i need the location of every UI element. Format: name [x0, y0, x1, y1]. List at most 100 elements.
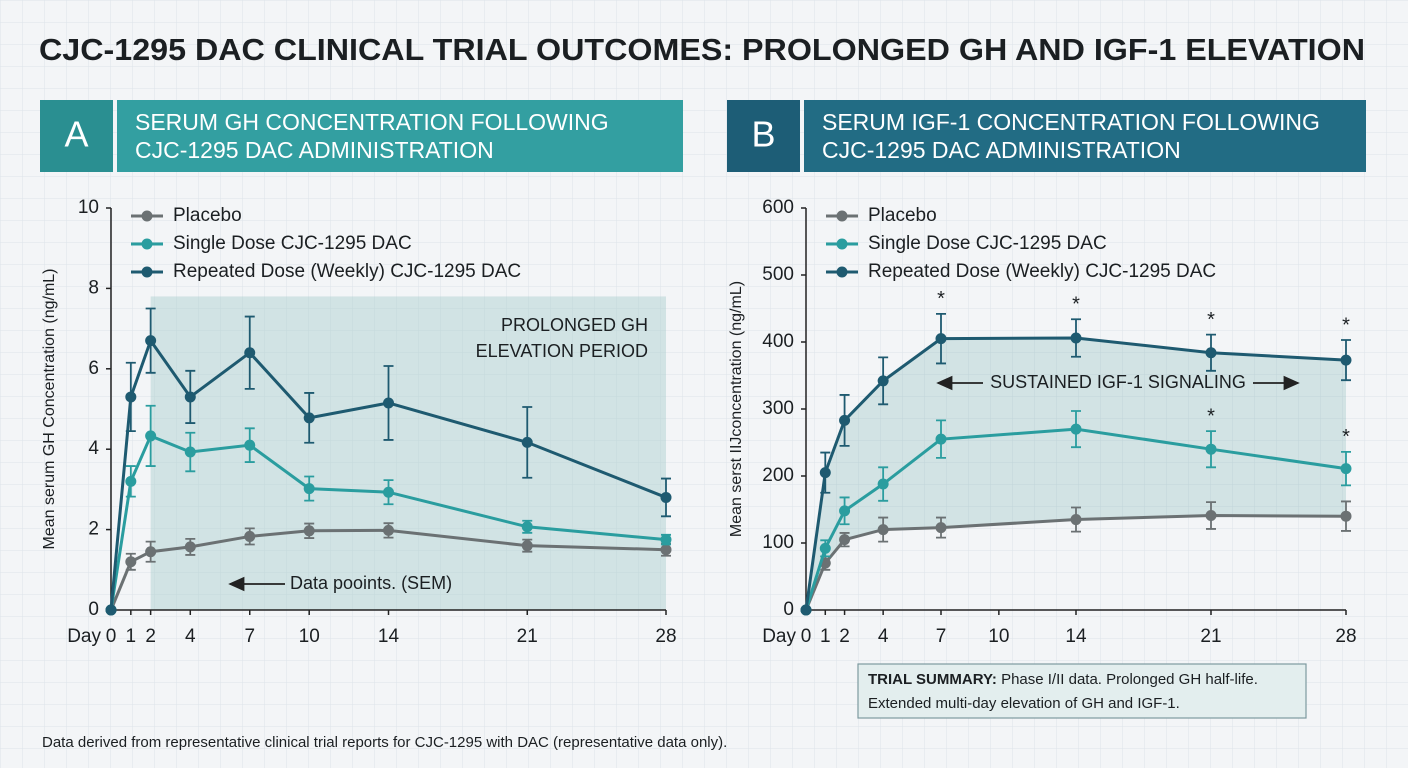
legend-marker — [141, 238, 153, 250]
data-point — [935, 433, 947, 445]
data-point — [660, 544, 672, 556]
x-tick-label: 28 — [655, 626, 676, 647]
data-point — [819, 542, 831, 554]
significance-label: * — [1342, 426, 1350, 448]
highlight-label: ELEVATION PERIOD — [476, 341, 648, 361]
note: Data pooints. (SEM) — [290, 573, 452, 593]
data-point — [244, 530, 256, 542]
x-tick-label: 10 — [988, 626, 1009, 647]
y-tick-label: 500 — [762, 264, 794, 285]
data-point — [877, 375, 889, 387]
x-tick-label: 14 — [1065, 626, 1087, 647]
y-tick-label: 300 — [762, 398, 794, 419]
footer: Data derived from representative clinica… — [42, 734, 727, 751]
x-tick-label: 10 — [299, 626, 320, 647]
x-tick-label: 0 — [106, 626, 117, 647]
panel-letter: A — [64, 114, 88, 155]
data-point — [660, 491, 672, 503]
data-point — [1205, 510, 1217, 522]
x-tick-label: 14 — [378, 626, 400, 647]
panel-letter-box — [727, 100, 800, 172]
panel-title: CJC-1295 DAC ADMINISTRATION — [822, 137, 1181, 163]
x-tick-label: 7 — [244, 626, 255, 647]
significance-label: * — [1072, 294, 1080, 316]
y-tick-label: 6 — [88, 358, 99, 379]
data-point — [184, 391, 196, 403]
data-point — [521, 436, 533, 448]
data-point — [1340, 463, 1352, 475]
x-tick-label: 4 — [878, 626, 889, 647]
y-axis-label: Mean serst IIJconcentration (ng/mL) — [728, 281, 745, 537]
data-point — [383, 397, 394, 409]
data-point — [521, 540, 533, 552]
data-point — [125, 391, 137, 403]
data-point — [244, 439, 256, 451]
summary-text: Extended multi-day elevation of GH and I… — [868, 695, 1180, 712]
legend-marker — [836, 238, 848, 250]
data-point — [383, 486, 394, 498]
data-point — [1070, 514, 1082, 526]
legend-marker — [836, 210, 848, 222]
data-point — [303, 483, 315, 495]
legend-marker — [141, 210, 153, 222]
panel-letter-box — [40, 100, 113, 172]
x-tick-label: 21 — [1200, 626, 1221, 647]
x-tick-label: 7 — [936, 626, 947, 647]
significance-label: * — [937, 288, 945, 310]
legend-marker — [141, 266, 153, 278]
data-point — [839, 534, 851, 546]
summary-box — [857, 663, 1307, 719]
x-axis-label: Day — [762, 626, 796, 647]
data-point — [935, 522, 947, 534]
legend-label: Single Dose CJC-1295 DAC — [868, 233, 1107, 254]
data-point — [839, 505, 851, 517]
series-line — [804, 427, 1347, 611]
panel-title: SERUM GH CONCENTRATION FOLLOWING — [135, 109, 609, 135]
data-point — [1340, 354, 1352, 366]
data-point — [145, 430, 157, 442]
significance-label: * — [1342, 314, 1350, 336]
data-point — [303, 412, 315, 424]
significance-label: * — [1207, 309, 1215, 331]
data-point — [819, 467, 831, 479]
data-point — [1070, 332, 1082, 344]
series-line — [804, 336, 1347, 611]
data-point — [145, 335, 157, 347]
summary-label: TRIAL SUMMARY: — [868, 671, 997, 688]
data-point — [125, 556, 137, 568]
highlight-label: PROLONGED GH — [501, 315, 648, 335]
data-point — [145, 546, 157, 558]
page-title: CJC-1295 DAC CLINICAL TRIAL OUTCOMES: PR… — [39, 32, 1365, 67]
data-point — [877, 478, 889, 490]
data-point — [877, 524, 889, 536]
legend-label: Single Dose CJC-1295 DAC — [173, 233, 412, 254]
data-point — [244, 347, 256, 359]
data-point — [383, 524, 394, 536]
data-point — [800, 604, 812, 616]
highlight-region — [150, 296, 667, 610]
data-point — [839, 414, 851, 426]
data-point — [184, 541, 196, 553]
y-tick-label: 0 — [88, 599, 99, 620]
summary-line: TRIAL SUMMARY: Phase I/II data. Prolonge… — [868, 671, 1258, 688]
data-point — [125, 475, 137, 487]
y-tick-label: 400 — [762, 331, 794, 352]
y-tick-label: 10 — [78, 197, 99, 218]
panel-title-box — [117, 100, 683, 172]
data-point — [521, 521, 533, 533]
x-tick-label: 0 — [801, 626, 812, 647]
significance-label: * — [1207, 405, 1215, 427]
data-point — [105, 604, 117, 616]
x-tick-label: 2 — [839, 626, 850, 647]
data-point — [935, 333, 947, 345]
legend-label: Repeated Dose (Weekly) CJC-1295 DAC — [173, 261, 521, 282]
data-point — [1205, 347, 1217, 359]
data-point — [303, 525, 315, 537]
y-tick-label: 4 — [88, 438, 99, 459]
data-point — [1205, 443, 1217, 455]
band-fill — [806, 337, 1346, 610]
summary-text: Phase I/II data. Prolonged GH half-life. — [1001, 671, 1258, 688]
x-tick-label: 21 — [517, 626, 538, 647]
panel-title: SERUM IGF-1 CONCENTRATION FOLLOWING — [822, 109, 1320, 135]
